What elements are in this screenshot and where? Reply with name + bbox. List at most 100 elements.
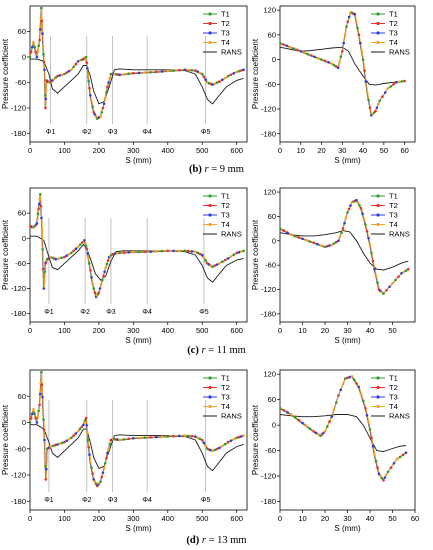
y-tick-label: -60 (15, 78, 26, 87)
y-tick-label: -120 (261, 472, 276, 481)
data-point-t4 (58, 442, 62, 445)
data-point-t4 (196, 436, 199, 440)
x-axis-label: S (mm) (334, 524, 361, 533)
series-rans (30, 58, 244, 105)
data-point-t4 (305, 238, 308, 242)
legend-label-t2: T2 (389, 383, 398, 392)
data-point-t2 (382, 479, 385, 482)
data-point-t2 (346, 376, 349, 380)
legend-label-t3: T3 (221, 393, 230, 402)
data-point-t2 (37, 207, 40, 211)
data-point-t4 (143, 71, 147, 74)
data-point-t1 (60, 256, 63, 260)
data-point-t1 (92, 287, 96, 290)
data-point-t1 (63, 72, 66, 76)
data-point-t2 (365, 230, 369, 233)
data-point-t2 (85, 61, 88, 64)
data-point-t3 (82, 423, 85, 427)
legend-label-t4: T4 (221, 402, 230, 411)
data-point-t3 (35, 421, 39, 424)
data-point-t3 (41, 395, 44, 399)
x-axis-label: S (mm) (334, 336, 361, 345)
data-point-t2 (89, 269, 92, 272)
data-point-t4 (36, 217, 39, 220)
data-point-t2 (282, 409, 286, 412)
data-point-t1 (30, 421, 32, 424)
x-tick-label: 600 (230, 514, 243, 523)
data-point-t1 (292, 47, 296, 50)
data-point-t1 (83, 419, 87, 422)
data-point-t2 (355, 382, 358, 385)
data-point-t1 (42, 418, 45, 421)
legend-label-t4: T4 (389, 220, 398, 229)
data-point-t1 (370, 251, 373, 255)
x-tick-label: 200 (93, 514, 106, 523)
legend-label-rans: RANS (389, 412, 410, 421)
data-point-t2 (80, 425, 83, 429)
data-point-t3 (183, 68, 187, 72)
data-point-t3 (359, 41, 362, 45)
data-point-t1 (105, 91, 108, 94)
data-point-t1 (404, 269, 408, 272)
data-point-t1 (143, 436, 147, 440)
legend-label-t1: T1 (221, 374, 230, 383)
data-point-t3 (313, 55, 316, 59)
data-point-t3 (113, 252, 117, 255)
data-point-t1 (43, 270, 47, 274)
data-point-t2 (81, 241, 84, 244)
data-point-t3 (127, 251, 130, 254)
data-point-t4 (116, 252, 119, 255)
data-point-t2 (106, 85, 109, 89)
data-point-t1 (42, 52, 45, 56)
data-point-t1 (84, 244, 88, 248)
phi-label: Φ5 (201, 497, 211, 504)
data-point-t4 (350, 375, 354, 378)
x-tick-label: 400 (162, 514, 175, 523)
data-point-t1 (204, 259, 207, 262)
series-group (30, 370, 245, 488)
data-point-t4 (218, 262, 221, 265)
data-point-t1 (308, 240, 312, 243)
data-point-t1 (213, 448, 217, 452)
x-tick-label: 10 (298, 514, 306, 523)
data-point-t1 (378, 99, 382, 103)
legend-marker-t3 (208, 395, 212, 399)
data-point-t4 (330, 62, 334, 65)
data-point-t1 (190, 69, 194, 72)
series-rans (280, 46, 405, 86)
data-point-t3 (43, 68, 46, 72)
data-point-t3 (65, 439, 68, 443)
legend-marker-t1 (208, 376, 212, 380)
data-point-t1 (344, 377, 347, 380)
data-point-t2 (194, 69, 197, 72)
data-point-t2 (385, 288, 388, 292)
data-point-t1 (374, 459, 378, 463)
legend-marker-t1 (208, 12, 212, 16)
data-point-t2 (166, 249, 170, 253)
data-point-t4 (122, 73, 126, 76)
data-point-t3 (86, 67, 89, 70)
phi-label: Φ4 (142, 129, 152, 136)
series-t1 (280, 11, 405, 117)
data-point-t3 (330, 415, 334, 419)
data-point-t4 (44, 88, 48, 91)
y-tick-label: 60 (268, 395, 276, 404)
data-point-t3 (204, 78, 207, 81)
data-point-t2 (85, 247, 89, 250)
data-point-t2 (149, 436, 152, 439)
data-point-t3 (89, 94, 92, 97)
data-point-t3 (118, 73, 121, 77)
data-point-t2 (334, 65, 338, 68)
data-point-t4 (86, 72, 90, 76)
data-point-t1 (91, 105, 94, 108)
data-point-t4 (60, 73, 64, 76)
legend-label-t1: T1 (389, 10, 398, 19)
chart-3-right: 0 10 20 30 40 50 120 60 0 -60 -120 -180 S (mm) Pressu… (251, 188, 416, 345)
data-point-t2 (106, 259, 110, 262)
y-tick-label: -120 (11, 284, 26, 293)
data-point-t2 (30, 416, 33, 420)
x-axis-label: S (mm) (125, 336, 152, 345)
data-point-t1 (323, 245, 327, 249)
data-point-t2 (38, 38, 41, 42)
data-point-t3 (357, 385, 361, 389)
